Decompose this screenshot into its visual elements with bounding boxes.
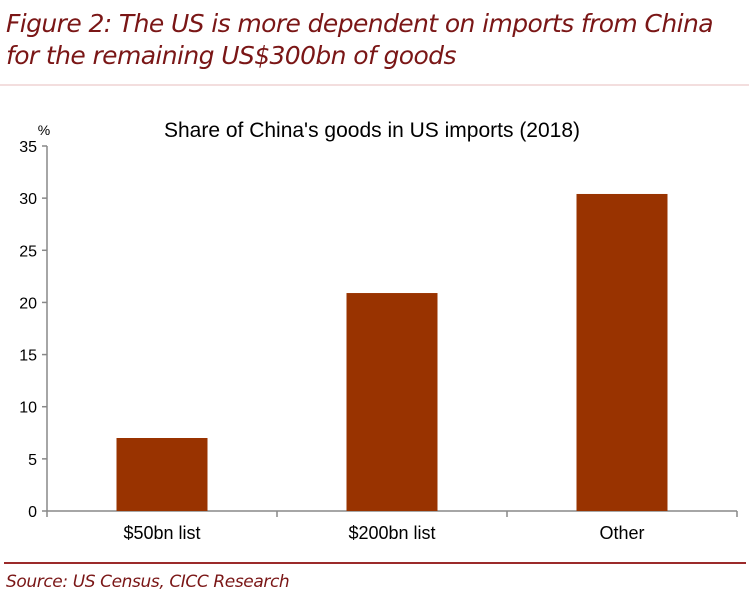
bar [346, 293, 438, 511]
bar [576, 193, 668, 511]
figure-title: Figure 2: The US is more dependent on im… [6, 8, 714, 72]
figure-title-line2: for the remaining US$300bn of goods [6, 41, 456, 70]
y-tick-label: 30 [19, 191, 37, 208]
chart-title: Share of China's goods in US imports (20… [164, 119, 580, 142]
source-note: Source: US Census, CICC Research [6, 572, 290, 592]
y-tick-label: 25 [19, 243, 37, 260]
figure-title-line1: Figure 2: The US is more dependent on im… [6, 9, 714, 38]
y-axis-unit: % [38, 122, 50, 138]
y-tick-label: 15 [19, 348, 37, 365]
title-divider [0, 84, 749, 86]
x-tick-label: Other [599, 523, 644, 543]
y-tick-label: 5 [28, 452, 37, 469]
y-tick-label: 10 [19, 400, 37, 417]
x-tick-label: $50bn list [123, 523, 200, 543]
y-tick-label: 0 [28, 504, 37, 521]
y-tick-label: 20 [19, 295, 37, 312]
bar [116, 438, 208, 511]
x-tick-label: $200bn list [348, 523, 435, 543]
source-divider [4, 562, 746, 564]
y-tick-label: 35 [19, 139, 37, 156]
